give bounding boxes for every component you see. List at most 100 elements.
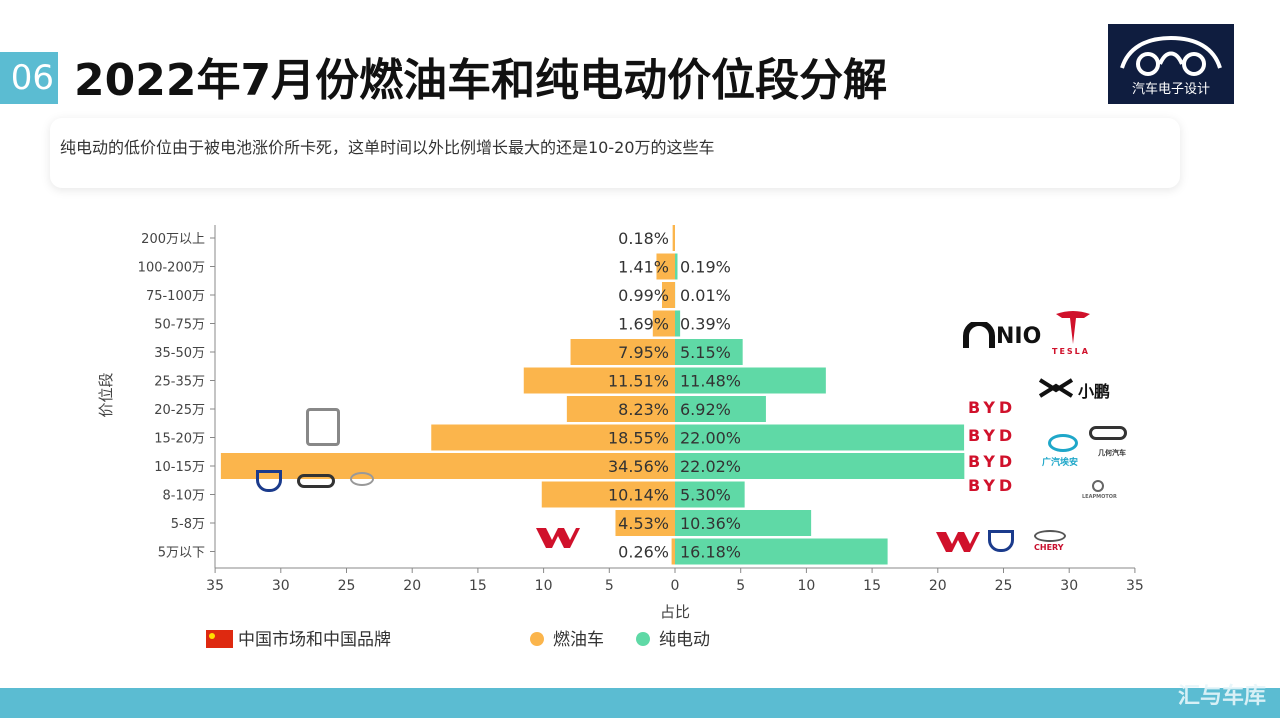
- ev-data-label: 5.15%: [680, 343, 731, 362]
- tesla-label: TESLA: [1052, 347, 1090, 356]
- fuel-data-label: 7.95%: [618, 343, 669, 362]
- leapmotor-icon: [1092, 480, 1104, 492]
- great-wall-logo: [350, 472, 374, 486]
- ev-bar: [675, 310, 681, 337]
- fuel-data-label: 1.69%: [618, 315, 669, 334]
- ev-data-label: 22.02%: [680, 457, 741, 476]
- x-tick-label: 35: [206, 578, 224, 594]
- y-tick-label: 35-50万: [154, 346, 205, 361]
- y-tick-label: 20-25万: [154, 403, 205, 418]
- ev-data-label: 11.48%: [680, 372, 741, 391]
- nio-label: NIO: [996, 324, 1042, 349]
- legend-fuel-label: 燃油车: [553, 630, 604, 650]
- x-tick-label: 20: [929, 578, 947, 594]
- ev-bar: [675, 396, 766, 422]
- ev-data-label: 22.00%: [680, 429, 741, 448]
- x-tick-label: 5: [605, 578, 614, 594]
- geely-logo-left: [297, 474, 335, 488]
- fuel-data-label: 0.18%: [618, 229, 669, 248]
- fuel-bar: [570, 339, 675, 365]
- fuel-bar: [652, 310, 675, 337]
- changan-logo: [256, 470, 282, 492]
- ev-data-label: 6.92%: [680, 400, 731, 419]
- fuel-data-label: 0.99%: [618, 286, 669, 305]
- wuling-logo-right: [936, 532, 980, 552]
- ev-bar: [675, 510, 812, 536]
- page-title: 2022年7月份燃油车和纯电动价位段分解: [74, 55, 888, 106]
- x-tick-label: 10: [797, 578, 815, 594]
- fuel-data-label: 10.14%: [608, 486, 669, 505]
- changan-logo-right: [988, 530, 1014, 552]
- ev-data-label: 10.36%: [680, 514, 741, 533]
- fuel-bar: [541, 481, 675, 508]
- logo-text: 汽车电子设计: [1131, 82, 1210, 97]
- fuel-bar: [523, 367, 675, 394]
- ev-data-label: 5.30%: [680, 486, 731, 505]
- byd-logo-2: BYD: [968, 426, 1017, 445]
- byd-logo-4: BYD: [968, 476, 1017, 495]
- gac-aion-label: 广汽埃安: [1042, 458, 1079, 468]
- fuel-data-label: 34.56%: [608, 457, 669, 476]
- ev-bar: [675, 538, 888, 565]
- y-tick-label: 5万以下: [158, 546, 205, 561]
- wuling-logo-left: [536, 528, 580, 548]
- fuel-data-label: 0.26%: [618, 543, 669, 562]
- section-number: 06: [0, 52, 58, 104]
- x-tick-label: 30: [272, 578, 290, 594]
- xpeng-icon: [1038, 378, 1074, 398]
- y-tick-label: 100-200万: [138, 261, 205, 276]
- y-tick-label: 8-10万: [162, 489, 205, 504]
- footer-bar: [0, 688, 1280, 718]
- fuel-data-label: 18.55%: [608, 429, 669, 448]
- legend-title: 中国市场和中国品牌: [238, 630, 391, 650]
- fuel-data-label: 8.23%: [618, 400, 669, 419]
- fuel-data-label: 4.53%: [618, 514, 669, 533]
- x-tick-label: 15: [863, 578, 881, 594]
- y-tick-label: 10-15万: [154, 460, 205, 475]
- ev-bar: [675, 339, 743, 365]
- brand-logo: 汽车电子设计: [1108, 24, 1234, 104]
- tesla-icon: [1056, 311, 1090, 344]
- fuel-bar: [671, 538, 675, 565]
- x-tick-label: 0: [671, 578, 680, 594]
- x-tick-label: 25: [338, 578, 356, 594]
- tank-logo: [306, 408, 340, 446]
- nio-icon: [963, 322, 995, 348]
- china-flag-field: [206, 630, 233, 648]
- y-tick-label: 200万以上: [141, 232, 205, 247]
- y-tick-label: 5-8万: [171, 517, 205, 532]
- y-tick-label: 75-100万: [146, 289, 205, 304]
- leapmotor-label: LEAPMOTOR: [1082, 494, 1117, 500]
- ev-bar: [675, 424, 965, 451]
- note-box: 纯电动的低价位由于被电池涨价所卡死，这单时间以外比例增长最大的还是10-20万的…: [50, 118, 1180, 188]
- fuel-bar: [661, 282, 675, 308]
- x-tick-label: 15: [469, 578, 487, 594]
- xpeng-label: 小鹏: [1078, 382, 1111, 401]
- ev-bar: [675, 253, 678, 280]
- geely-logo-right: [1089, 426, 1127, 440]
- gac-aion-icon: [1048, 434, 1078, 452]
- x-tick-label: 25: [995, 578, 1013, 594]
- legend-fuel-swatch: [530, 632, 544, 646]
- geometry-label: 几何汽车: [1098, 449, 1126, 457]
- fuel-bar: [431, 424, 675, 451]
- x-axis-label: 占比: [660, 603, 690, 621]
- chery-label: CHERY: [1034, 543, 1064, 552]
- ev-data-label: 0.19%: [680, 258, 731, 277]
- ev-bar: [675, 481, 745, 508]
- x-tick-label: 20: [403, 578, 421, 594]
- legend-ev-label: 纯电动: [659, 630, 710, 650]
- y-tick-label: 15-20万: [154, 432, 205, 447]
- y-axis-label: 价位段: [97, 372, 115, 417]
- y-tick-label: 50-75万: [154, 318, 205, 333]
- china-flag-star: [209, 633, 215, 639]
- byd-logo-3: BYD: [968, 452, 1017, 471]
- fuel-bar: [656, 253, 675, 280]
- x-tick-label: 30: [1060, 578, 1078, 594]
- fuel-bar: [672, 225, 675, 251]
- ev-data-label: 16.18%: [680, 543, 741, 562]
- car-outline-icon: [1120, 35, 1222, 76]
- x-tick-label: 5: [736, 578, 745, 594]
- ev-data-label: 0.01%: [680, 286, 731, 305]
